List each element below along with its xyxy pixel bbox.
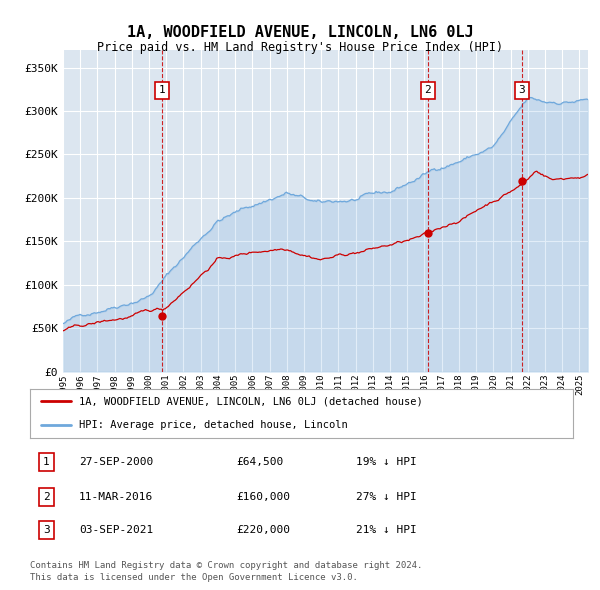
Text: 1A, WOODFIELD AVENUE, LINCOLN, LN6 0LJ (detached house): 1A, WOODFIELD AVENUE, LINCOLN, LN6 0LJ (… xyxy=(79,396,422,406)
Text: 19% ↓ HPI: 19% ↓ HPI xyxy=(356,457,416,467)
Text: Price paid vs. HM Land Registry's House Price Index (HPI): Price paid vs. HM Land Registry's House … xyxy=(97,41,503,54)
Text: 1: 1 xyxy=(158,86,166,96)
Text: 27% ↓ HPI: 27% ↓ HPI xyxy=(356,492,416,502)
Text: 3: 3 xyxy=(518,86,526,96)
Text: 11-MAR-2016: 11-MAR-2016 xyxy=(79,492,153,502)
Text: This data is licensed under the Open Government Licence v3.0.: This data is licensed under the Open Gov… xyxy=(30,573,358,582)
Text: £220,000: £220,000 xyxy=(236,525,290,535)
Text: 27-SEP-2000: 27-SEP-2000 xyxy=(79,457,153,467)
Text: HPI: Average price, detached house, Lincoln: HPI: Average price, detached house, Linc… xyxy=(79,419,347,430)
Text: £64,500: £64,500 xyxy=(236,457,284,467)
Text: Contains HM Land Registry data © Crown copyright and database right 2024.: Contains HM Land Registry data © Crown c… xyxy=(30,560,422,569)
Text: £160,000: £160,000 xyxy=(236,492,290,502)
Text: 3: 3 xyxy=(43,525,50,535)
Text: 21% ↓ HPI: 21% ↓ HPI xyxy=(356,525,416,535)
Text: 2: 2 xyxy=(43,492,50,502)
Text: 03-SEP-2021: 03-SEP-2021 xyxy=(79,525,153,535)
Text: 1A, WOODFIELD AVENUE, LINCOLN, LN6 0LJ: 1A, WOODFIELD AVENUE, LINCOLN, LN6 0LJ xyxy=(127,25,473,40)
Text: 2: 2 xyxy=(425,86,431,96)
Text: 1: 1 xyxy=(43,457,50,467)
